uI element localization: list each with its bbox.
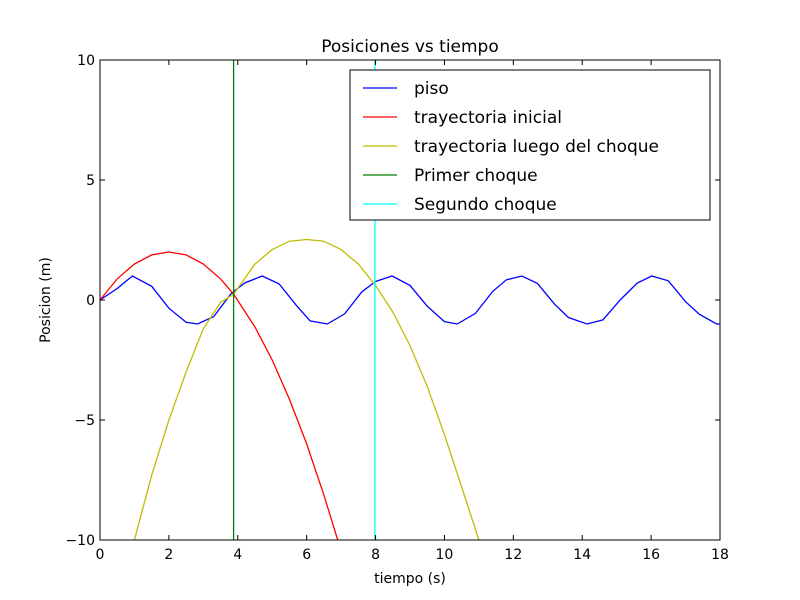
chart-title: Posiciones vs tiempo [321,37,499,57]
x-axis-label: tiempo (s) [374,571,446,587]
legend: piso trayectoria inicial trayectoria luego… [349,69,711,221]
tick-layer: 0 2 4 6 8 10 12 14 16 18 −10 −5 0 5 10 [65,53,728,563]
y-axis-label: Posicion (m) [38,257,54,343]
legend-label-2: trayectoria luego del choque [414,137,659,157]
series-layer [100,60,720,540]
y-tick-label: 5 [86,173,95,189]
x-tick-label: 18 [711,547,729,563]
x-tick-label: 8 [371,547,380,563]
x-tick-label: 6 [302,547,311,563]
y-tick-label: −5 [74,413,95,429]
x-tick-label: 12 [504,547,522,563]
legend-box [349,69,711,221]
x-tick-label: 4 [233,547,242,563]
y-tick-label: 0 [86,293,95,309]
legend-label-0: piso [414,79,449,99]
series-line-1 [100,251,339,540]
y-tick-label: −10 [65,533,95,549]
x-tick-label: 2 [164,547,173,563]
plot-frame [99,59,721,541]
series-line-0 [100,275,720,325]
legend-label-1: trayectoria inicial [414,108,562,128]
legend-label-4: Segundo choque [414,195,557,215]
x-tick-label: 16 [642,547,660,563]
x-tick-label: 10 [436,547,454,563]
y-tick-label: 10 [77,53,95,69]
series-line-2 [133,238,480,540]
x-tick-label: 0 [96,547,105,563]
legend-label-3: Primer choque [414,166,538,186]
x-tick-label: 14 [573,547,591,563]
